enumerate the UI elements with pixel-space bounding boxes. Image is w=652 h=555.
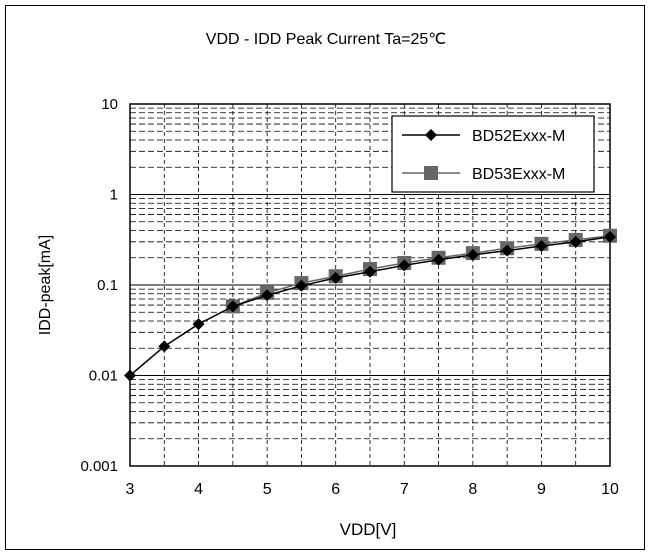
tick-labels: 3 4 5 6 7 8 9 10 0.001 0.01 0.1 1 10 — [80, 96, 619, 498]
x-tick-label: 10 — [601, 481, 619, 498]
x-tick-label: 4 — [194, 481, 203, 498]
plot-area — [129, 103, 611, 467]
y-tick-label: 0.001 — [80, 458, 118, 475]
x-tick-label: 5 — [263, 481, 272, 498]
data-point — [192, 318, 205, 331]
data-point — [364, 265, 376, 278]
legend-label: BD53Exxx-M — [472, 166, 565, 183]
y-tick-label: 0.1 — [97, 277, 118, 294]
legend-marker — [424, 166, 438, 180]
y-tick-label: 0.01 — [89, 368, 118, 385]
data-point — [226, 300, 239, 313]
data-point — [261, 289, 274, 302]
legend: BD52Exxx-M BD53Exxx-M — [391, 115, 595, 193]
series-BD52Exxx-M — [124, 230, 616, 382]
x-tick-label: 6 — [331, 481, 340, 498]
legend-label: BD52Exxx-M — [472, 128, 565, 145]
x-tick-label: 7 — [400, 481, 409, 498]
x-tick-label: 9 — [537, 481, 546, 498]
series-layer — [124, 228, 617, 382]
data-point — [466, 248, 479, 261]
data-point — [124, 369, 136, 382]
data-point — [329, 271, 342, 284]
x-tick-label: 8 — [468, 481, 477, 498]
data-point — [158, 340, 171, 353]
legend-box — [391, 115, 595, 193]
legend-item: BD53Exxx-M — [402, 166, 565, 183]
data-point — [432, 253, 445, 266]
legend-item: BD52Exxx-M — [402, 128, 565, 145]
data-point — [501, 244, 514, 257]
legend-marker — [425, 129, 437, 141]
data-point — [295, 279, 308, 292]
y-tick-label: 1 — [110, 187, 118, 204]
chart-frame — [5, 5, 645, 550]
data-point — [569, 235, 582, 248]
data-point — [604, 230, 616, 243]
x-tick-label: 3 — [126, 481, 135, 498]
y-tick-label: 10 — [101, 96, 118, 113]
y-axis-label: IDD-peak[mA] — [37, 235, 54, 335]
data-point — [535, 239, 548, 252]
chart-title: VDD - IDD Peak Current Ta=25℃ — [206, 31, 446, 48]
x-axis-label: VDD[V] — [340, 520, 397, 539]
data-point — [398, 259, 411, 272]
series-line — [232, 235, 611, 308]
